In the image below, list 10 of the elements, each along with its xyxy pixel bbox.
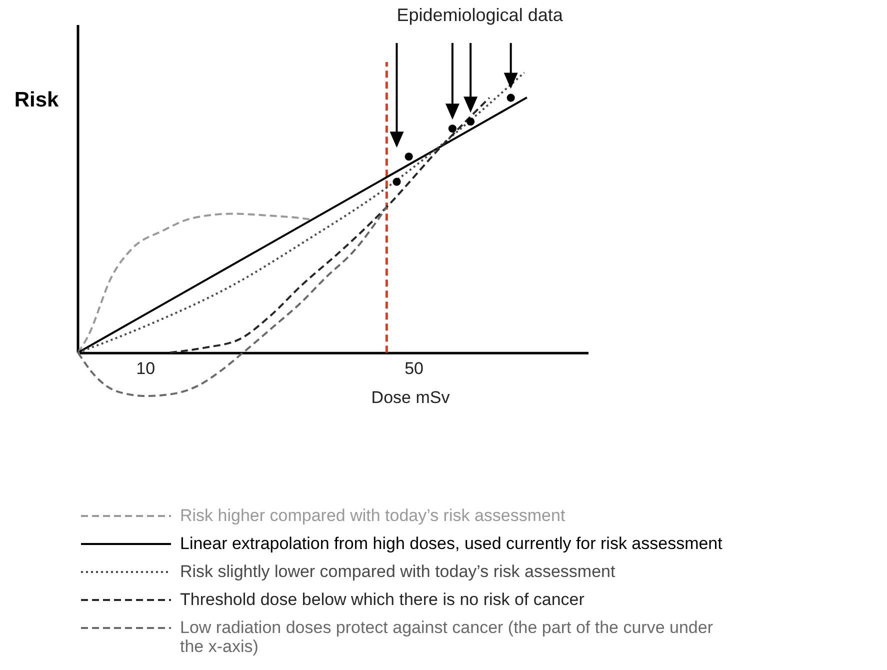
x-axis-title: Dose mSv [371,388,450,408]
y-axis-title: Risk [14,88,59,112]
text: Threshold dose below which there is no risk of cancer [180,590,585,609]
x-tick-label: 50 [404,359,424,378]
text: Risk higher compared with today’s risk assessment [180,506,566,525]
text: Epidemiological data [396,5,564,25]
x-tick-label: 10 [136,359,156,378]
text: Risk slightly lower compared with today’s risk assessment [180,562,616,581]
text: Low radiation doses protect against cancer (the part of the curve under the x-axis) [180,618,714,656]
text: Linear extrapolation from high doses, used currently for risk assessment [180,534,723,553]
